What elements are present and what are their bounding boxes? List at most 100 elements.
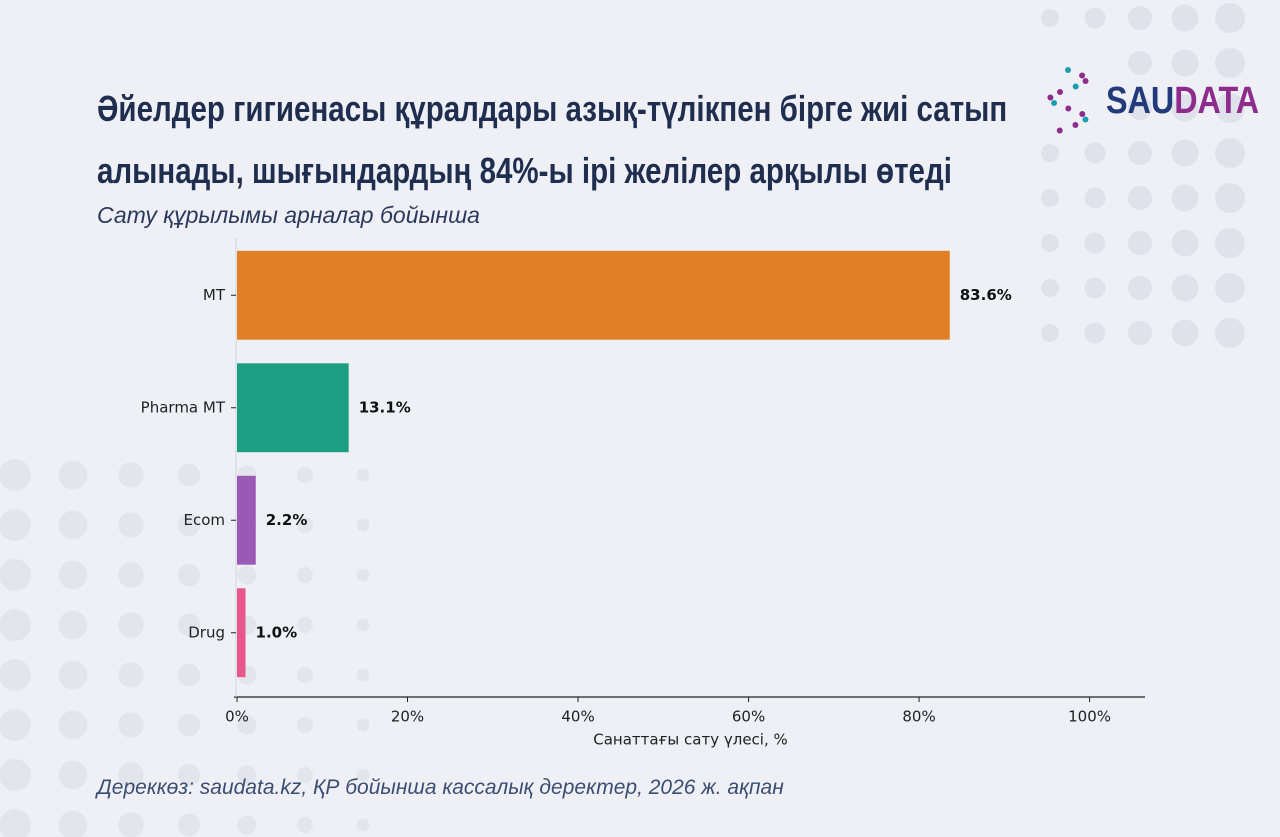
logo-dot [1072, 122, 1079, 128]
decor-dot [356, 668, 370, 682]
decor-dot [0, 709, 31, 741]
decor-dot [1041, 144, 1059, 162]
decor-dot [0, 809, 31, 837]
decor-dot [297, 467, 313, 483]
decor-dot [1171, 49, 1199, 77]
y-tick-label: MT [203, 286, 226, 304]
logo-text: SAU [1106, 80, 1175, 122]
logo: SAUDATA [1106, 80, 1259, 123]
decor-dot [1215, 93, 1245, 123]
logo-dot [1056, 127, 1063, 134]
y-tick-label: Pharma MT [141, 398, 226, 416]
decor-dot [297, 567, 313, 583]
bar [237, 475, 256, 565]
logo-dot [1065, 105, 1072, 112]
decor-dot [1215, 48, 1245, 78]
decor-dot [1128, 231, 1152, 255]
decor-dot [58, 610, 88, 640]
decor-dot [177, 663, 201, 687]
decor-dot [1171, 319, 1199, 347]
decor-dot [118, 612, 144, 638]
decor-dot [297, 517, 313, 533]
decor-dot [1128, 51, 1152, 75]
decor-dot [1041, 234, 1059, 252]
decor-dot [297, 617, 313, 633]
decor-dot [58, 560, 88, 590]
decor-dot [356, 468, 370, 482]
decor-dot [1215, 273, 1245, 303]
decor-dot [1171, 274, 1199, 302]
decor-dot [1215, 183, 1245, 213]
chart-subtitle: Сату құрылымы арналар бойынша [97, 202, 480, 228]
decor-dot [177, 563, 201, 587]
decor-dot [1084, 232, 1106, 254]
chart-title: Әйелдер гигиенасы құралдары азық-түлікпе… [97, 88, 1008, 191]
value-label: 83.6% [960, 286, 1012, 304]
decor-dot [1128, 141, 1152, 165]
logo-dot [1082, 116, 1089, 123]
decor-dot [58, 810, 88, 837]
logo-dot [1079, 111, 1086, 117]
decor-dot [177, 613, 201, 637]
decor-dot [1171, 4, 1199, 32]
x-tick-label: 40% [561, 708, 594, 726]
decor-dot [237, 765, 257, 785]
decor-dot [0, 759, 31, 791]
value-label: 1.0% [256, 623, 298, 641]
decor-dot [1128, 96, 1152, 120]
x-tick-label: 80% [902, 708, 935, 726]
x-tick-label: 0% [225, 708, 249, 726]
decor-dot [356, 568, 370, 582]
decor-dot [1128, 186, 1152, 210]
decor-dot [1171, 229, 1199, 257]
decor-dot [237, 715, 257, 735]
decor-dot [237, 815, 257, 835]
decor-dot [118, 662, 144, 688]
decor-dot [177, 763, 201, 787]
logo-text: DATA [1174, 80, 1260, 122]
decor-dot [1084, 277, 1106, 299]
decor-dot [356, 768, 370, 782]
decor-dot [356, 618, 370, 632]
decor-dot [356, 718, 370, 732]
y-tick-label: Ecom [183, 511, 225, 529]
decor-dot [1041, 189, 1059, 207]
y-tick-label: Drug [188, 623, 225, 641]
decor-dot [0, 609, 31, 641]
decor-dot [1171, 139, 1199, 167]
decor-dot [1041, 324, 1059, 342]
decor-dot [1171, 94, 1199, 122]
decor-dot [237, 565, 257, 585]
decor-dot [1215, 228, 1245, 258]
decor-dot [1215, 318, 1245, 348]
decor-dot [1128, 276, 1152, 300]
decor-dot [118, 762, 144, 788]
bar [237, 363, 349, 453]
decor-dot [177, 813, 201, 837]
decor-dot [1171, 184, 1199, 212]
decor-dot [177, 513, 201, 537]
decor-dot [0, 559, 31, 591]
decor-dot [118, 812, 144, 837]
decor-dot [1084, 7, 1106, 29]
decor-dot [118, 462, 144, 488]
decor-dot [1215, 3, 1245, 33]
bar [237, 588, 246, 678]
decor-dot [1128, 321, 1152, 345]
value-label: 13.1% [359, 398, 411, 416]
decor-dot [1041, 279, 1059, 297]
decor-dot [58, 710, 88, 740]
decor-dot [1084, 322, 1106, 344]
decor-dot [58, 460, 88, 490]
decor-dot [1084, 142, 1106, 164]
decor-dot [1215, 138, 1245, 168]
x-tick-label: 20% [391, 708, 424, 726]
decor-dot [1041, 9, 1059, 27]
decor-dot [177, 713, 201, 737]
logo-dot [1065, 67, 1071, 73]
decor-dot [0, 659, 31, 691]
logo-dot [1057, 89, 1064, 95]
decor-dot [118, 562, 144, 588]
